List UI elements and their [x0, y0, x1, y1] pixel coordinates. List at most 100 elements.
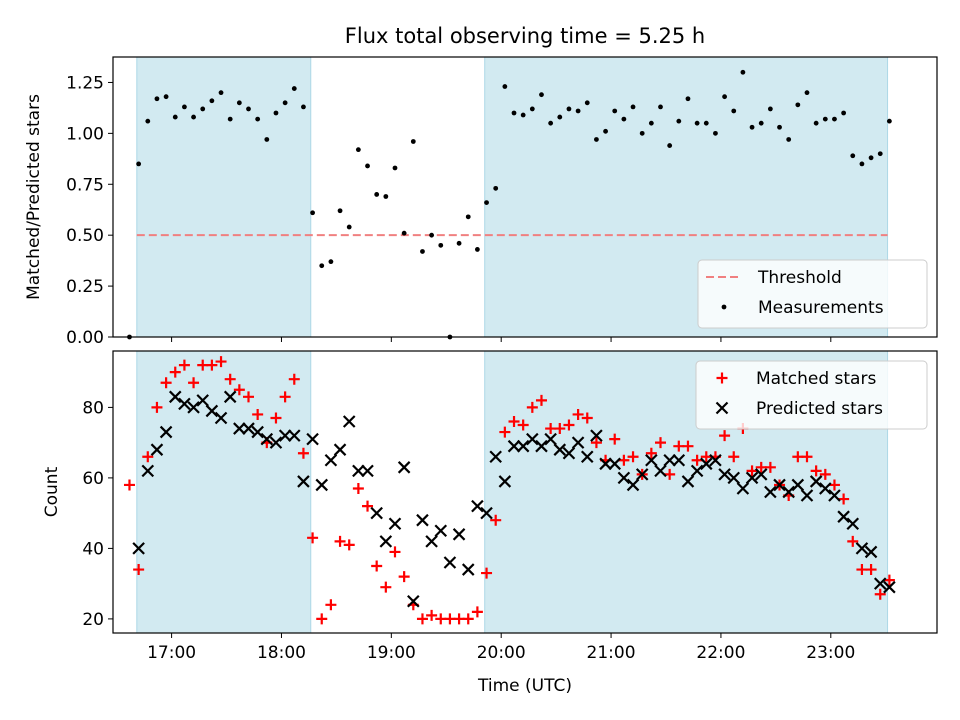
legend-marker [715, 401, 729, 415]
predicted-star-point [498, 475, 512, 488]
shaded-interval [136, 57, 311, 337]
predicted-star-point [324, 453, 338, 467]
predicted-star-point [168, 390, 182, 404]
matched-star-point [499, 426, 511, 438]
y-tick-label: 0.00 [66, 328, 104, 348]
x-tick-label: 23:00 [806, 643, 855, 663]
measurement-point [255, 116, 261, 122]
measurement-point [767, 106, 773, 112]
matched-star-point [133, 564, 145, 576]
top-marks [127, 69, 892, 340]
y-tick-label: 0.75 [66, 175, 104, 195]
measurement-point [676, 118, 682, 124]
matched-star-point [426, 609, 438, 621]
measurement-point [200, 106, 206, 112]
predicted-star-point [809, 475, 823, 488]
top-axes-frame [112, 56, 938, 338]
measurement-point [310, 210, 315, 216]
measurement-point [575, 108, 581, 114]
predicted-star-point [672, 453, 686, 467]
matched-star-point [627, 451, 639, 463]
matched-star-point [645, 447, 657, 459]
predicted-star-point [480, 506, 493, 520]
predicted-star-point [544, 432, 557, 446]
matched-star-point [142, 451, 154, 463]
measurement-point [859, 161, 865, 167]
matched-star-point [764, 461, 776, 473]
matched-star-point [655, 437, 667, 449]
predicted-star-point [461, 563, 475, 576]
predicted-star-point [654, 464, 667, 478]
predicted-star-point [141, 464, 155, 478]
predicted-star-point [773, 478, 786, 492]
measurement-point [639, 130, 645, 136]
matched-star-point [590, 437, 602, 449]
legend-marker [716, 372, 728, 384]
measurement-point [246, 106, 251, 112]
y-tick-label: 1.25 [66, 73, 104, 93]
measurement-point [136, 161, 142, 167]
predicted-star-point [617, 471, 631, 485]
bottom-y-axis-label: Count [42, 466, 62, 517]
measurement-point [648, 120, 654, 126]
measurement-point [832, 116, 837, 122]
x-tick-label: 19:00 [367, 643, 416, 663]
predicted-star-point [819, 482, 832, 495]
measurement-point [374, 192, 380, 197]
predicted-star-point [837, 510, 850, 523]
measurement-point [841, 110, 847, 116]
matched-star-point [288, 373, 300, 385]
measurement-point [758, 120, 764, 126]
measurement-point [713, 130, 718, 136]
measurement-point [392, 165, 398, 171]
predicted-star-point [452, 528, 466, 541]
measurement-point [539, 92, 544, 98]
predicted-star-point [434, 524, 448, 538]
measurement-point [822, 116, 828, 122]
predicted-star-point [580, 450, 594, 464]
top-panel: 0.00 0.25 0.50 0.75 1.00 1.25 Matched/Predict… [24, 56, 938, 348]
measurement-point [850, 153, 856, 159]
top-y-axis-label: Matched/Predicted stars [24, 94, 44, 300]
predicted-star-point [700, 457, 713, 471]
matched-star-point [416, 613, 428, 625]
measurement-point [594, 137, 599, 142]
predicted-star-point [352, 464, 365, 478]
legend-box [695, 360, 928, 430]
x-tick-label: 22:00 [696, 643, 745, 663]
predicted-star-point [425, 535, 438, 548]
matched-star-point [838, 493, 850, 505]
measurement-point [566, 106, 572, 112]
legend-label: Measurements [758, 298, 884, 318]
matched-star-point [224, 373, 236, 385]
predicted-star-point [855, 542, 869, 555]
predicted-star-point [242, 422, 255, 435]
predicted-star-point [516, 439, 530, 453]
predicted-star-point [297, 475, 310, 488]
predicted-star-point [407, 594, 420, 608]
predicted-star-point [736, 482, 750, 495]
matched-star-point [297, 447, 309, 459]
predicted-star-point [635, 468, 649, 481]
predicted-star-point [370, 506, 383, 520]
predicted-star-point [489, 450, 502, 464]
predicted-star-point [288, 429, 301, 442]
matched-star-point [343, 539, 355, 551]
predicted-star-point [663, 453, 676, 467]
measurement-point [273, 110, 279, 116]
measurement-point [722, 94, 727, 100]
matched-star-point [215, 356, 227, 368]
measurement-point [227, 116, 233, 122]
predicted-star-point [214, 411, 228, 425]
predicted-star-point [187, 401, 200, 414]
measurement-point [191, 114, 196, 120]
measurement-point [786, 137, 792, 142]
matched-star-point [865, 564, 877, 576]
measurement-point [209, 98, 215, 104]
matched-star-point [389, 546, 401, 558]
top-y-ticks: 0.00 0.25 0.50 0.75 1.00 1.25 [66, 73, 113, 348]
matched-star-point [691, 454, 703, 466]
predicted-star-point [754, 468, 768, 481]
matched-star-point [123, 479, 135, 491]
predicted-star-point [205, 404, 219, 418]
